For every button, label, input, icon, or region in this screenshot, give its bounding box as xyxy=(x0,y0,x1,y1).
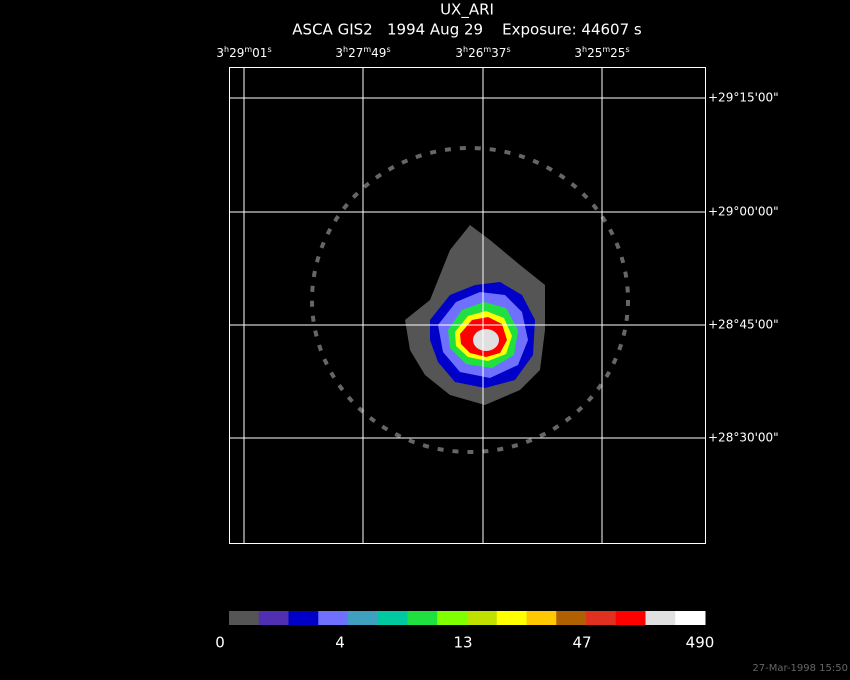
color-segment xyxy=(288,611,319,625)
color-segment xyxy=(377,611,408,625)
color-segment xyxy=(348,611,379,625)
ra-label: 3h29m01s xyxy=(216,45,271,60)
timestamp: 27-Mar-1998 15:50 xyxy=(752,663,848,674)
color-segment xyxy=(258,611,289,625)
unit: m xyxy=(363,45,371,54)
color-segment xyxy=(318,611,349,625)
digits: 26 xyxy=(468,46,483,60)
digits: 29 xyxy=(229,46,244,60)
unit: s xyxy=(386,45,390,54)
color-segment xyxy=(229,611,260,625)
labels: 3h29m01s 3h27m49s 3h26m37s 3h25m25s+29°15'0… xyxy=(216,45,778,445)
colorbar-label: 4 xyxy=(335,634,345,652)
color-segment xyxy=(526,611,557,625)
core xyxy=(473,329,499,351)
unit: m xyxy=(483,45,491,54)
dec-label: +29°15'00" xyxy=(708,91,779,105)
color-segment xyxy=(467,611,498,625)
digits: 25 xyxy=(610,46,625,60)
colorbar-label: 490 xyxy=(686,634,715,652)
digits: 3 xyxy=(574,46,582,60)
unit: h xyxy=(582,45,587,54)
color-segment xyxy=(675,611,706,625)
ra-label: 3h25m25s xyxy=(574,45,629,60)
unit: s xyxy=(625,45,629,54)
dec-label: +28°45'00" xyxy=(708,318,779,332)
colorbar-label: 47 xyxy=(572,634,591,652)
digits: 3 xyxy=(335,46,343,60)
color-segment xyxy=(556,611,587,625)
colorbar-label: 0 xyxy=(215,634,225,652)
color-segment xyxy=(615,611,646,625)
ra-label: 3h27m49s xyxy=(335,45,390,60)
unit: h xyxy=(463,45,468,54)
color-segment xyxy=(586,611,617,625)
digits: 25 xyxy=(587,46,602,60)
unit: h xyxy=(224,45,229,54)
dec-label: +28°30'00" xyxy=(708,431,779,445)
colorbar-label: 13 xyxy=(453,634,472,652)
digits: 01 xyxy=(252,46,267,60)
digits: 37 xyxy=(491,46,506,60)
coordinate-grid xyxy=(229,67,706,544)
dec-label: +29°00'00" xyxy=(708,205,779,219)
digits: 3 xyxy=(216,46,224,60)
color-segment xyxy=(496,611,527,625)
unit: h xyxy=(343,45,348,54)
color-segment xyxy=(437,611,468,625)
unit: s xyxy=(506,45,510,54)
unit: m xyxy=(602,45,610,54)
digits: 49 xyxy=(371,46,386,60)
unit: s xyxy=(267,45,271,54)
subtitle: ASCA GIS2 1994 Aug 29 Exposure: 44607 s xyxy=(292,21,642,39)
unit: m xyxy=(244,45,252,54)
color-segment xyxy=(645,611,676,625)
color-segment xyxy=(407,611,438,625)
colorbar: 0 4 13 47 490 xyxy=(215,611,714,652)
sky-image xyxy=(310,146,630,454)
digits: 27 xyxy=(348,46,363,60)
title: UX_ARI xyxy=(440,1,494,20)
digits: 3 xyxy=(455,46,463,60)
ra-label: 3h26m37s xyxy=(455,45,510,60)
ring xyxy=(310,146,630,454)
